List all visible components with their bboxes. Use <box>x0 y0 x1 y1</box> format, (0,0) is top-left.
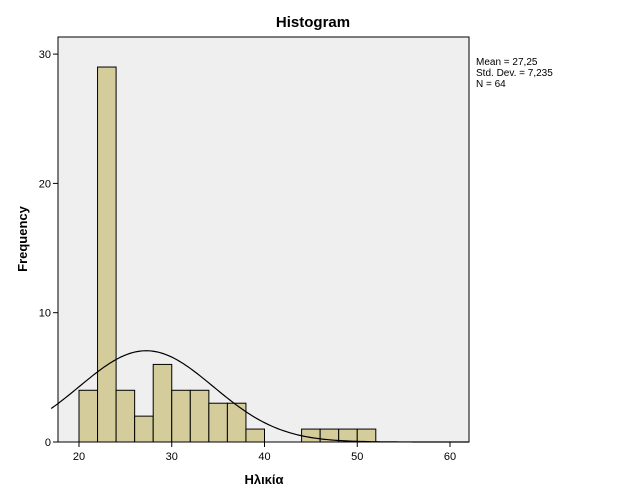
histogram-bar-32 <box>189 389 210 443</box>
x-tick-label-60: 60 <box>444 451 456 463</box>
histogram-bar-44 <box>301 428 321 443</box>
normal-curve <box>50 350 469 443</box>
y-tick-label-30: 30 <box>39 49 51 61</box>
x-tick-label-20: 20 <box>73 451 85 463</box>
chart-title: Histogram <box>276 14 350 31</box>
histogram-bar-48 <box>338 428 358 443</box>
histogram-bar-24 <box>115 389 136 443</box>
histogram-bar-28 <box>152 363 173 443</box>
histogram-bar-36 <box>226 402 247 443</box>
y-tick-label-20: 20 <box>39 178 51 190</box>
plot-area <box>57 36 470 443</box>
bars-group <box>78 66 377 443</box>
x-tick-label-40: 40 <box>258 451 270 463</box>
stats-mean: Mean = 27,25 <box>476 57 538 68</box>
histogram-bar-30 <box>171 389 191 443</box>
histogram-bar-26 <box>134 415 154 443</box>
histogram-bar-38 <box>245 428 265 443</box>
x-axis-label: Ηλικία <box>244 472 283 487</box>
x-tick-label-50: 50 <box>351 451 363 463</box>
stats-std-dev: Std. Dev. = 7,235 <box>476 68 553 79</box>
y-axis-ticks: 0 10 20 30 <box>39 49 58 449</box>
y-tick-label-10: 10 <box>39 308 51 320</box>
stats-n: N = 64 <box>476 79 506 90</box>
histogram-bar-34 <box>208 402 228 443</box>
y-tick-label-0: 0 <box>45 437 51 449</box>
histogram-bar-50 <box>356 428 377 443</box>
histogram-bar-22 <box>97 66 117 443</box>
y-axis-label: Frequency <box>15 205 30 272</box>
x-axis-ticks: 20 30 40 50 60 <box>73 442 456 463</box>
histogram-bar-20 <box>78 389 99 443</box>
x-tick-label-30: 30 <box>166 451 178 463</box>
